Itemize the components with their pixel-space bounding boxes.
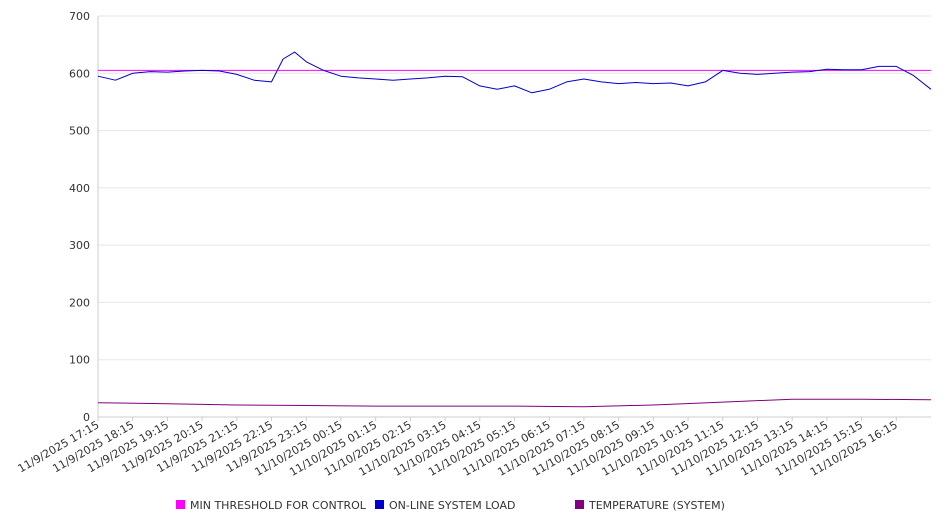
y-tick-label: 0: [83, 411, 90, 424]
grid-lines: [98, 15, 931, 361]
y-axis-ticks: 0 100 200 300 400 500 600 700: [69, 10, 90, 424]
legend-swatch: [375, 500, 384, 509]
y-tick-label: 200: [69, 296, 90, 309]
y-tick-label: 700: [69, 10, 90, 23]
y-tick-label: 300: [69, 239, 90, 252]
series-lines: [97, 51, 932, 408]
series-line-2: [97, 51, 932, 94]
y-tick-label: 400: [69, 182, 90, 195]
y-tick-label: 100: [69, 354, 90, 367]
y-tick-label: 600: [69, 67, 90, 80]
legend-label: TEMPERATURE (SYSTEM): [588, 499, 725, 512]
legend-swatch: [575, 500, 584, 509]
legend-swatch: [176, 500, 185, 509]
legend-label: ON-LINE SYSTEM LOAD: [389, 499, 515, 512]
legend: MIN THRESHOLD FOR CONTROL ON-LINE SYSTEM …: [176, 499, 725, 512]
series-line-3: [97, 398, 932, 408]
y-tick-label: 500: [69, 125, 90, 138]
axes: [97, 16, 931, 418]
legend-label: MIN THRESHOLD FOR CONTROL: [190, 499, 367, 512]
